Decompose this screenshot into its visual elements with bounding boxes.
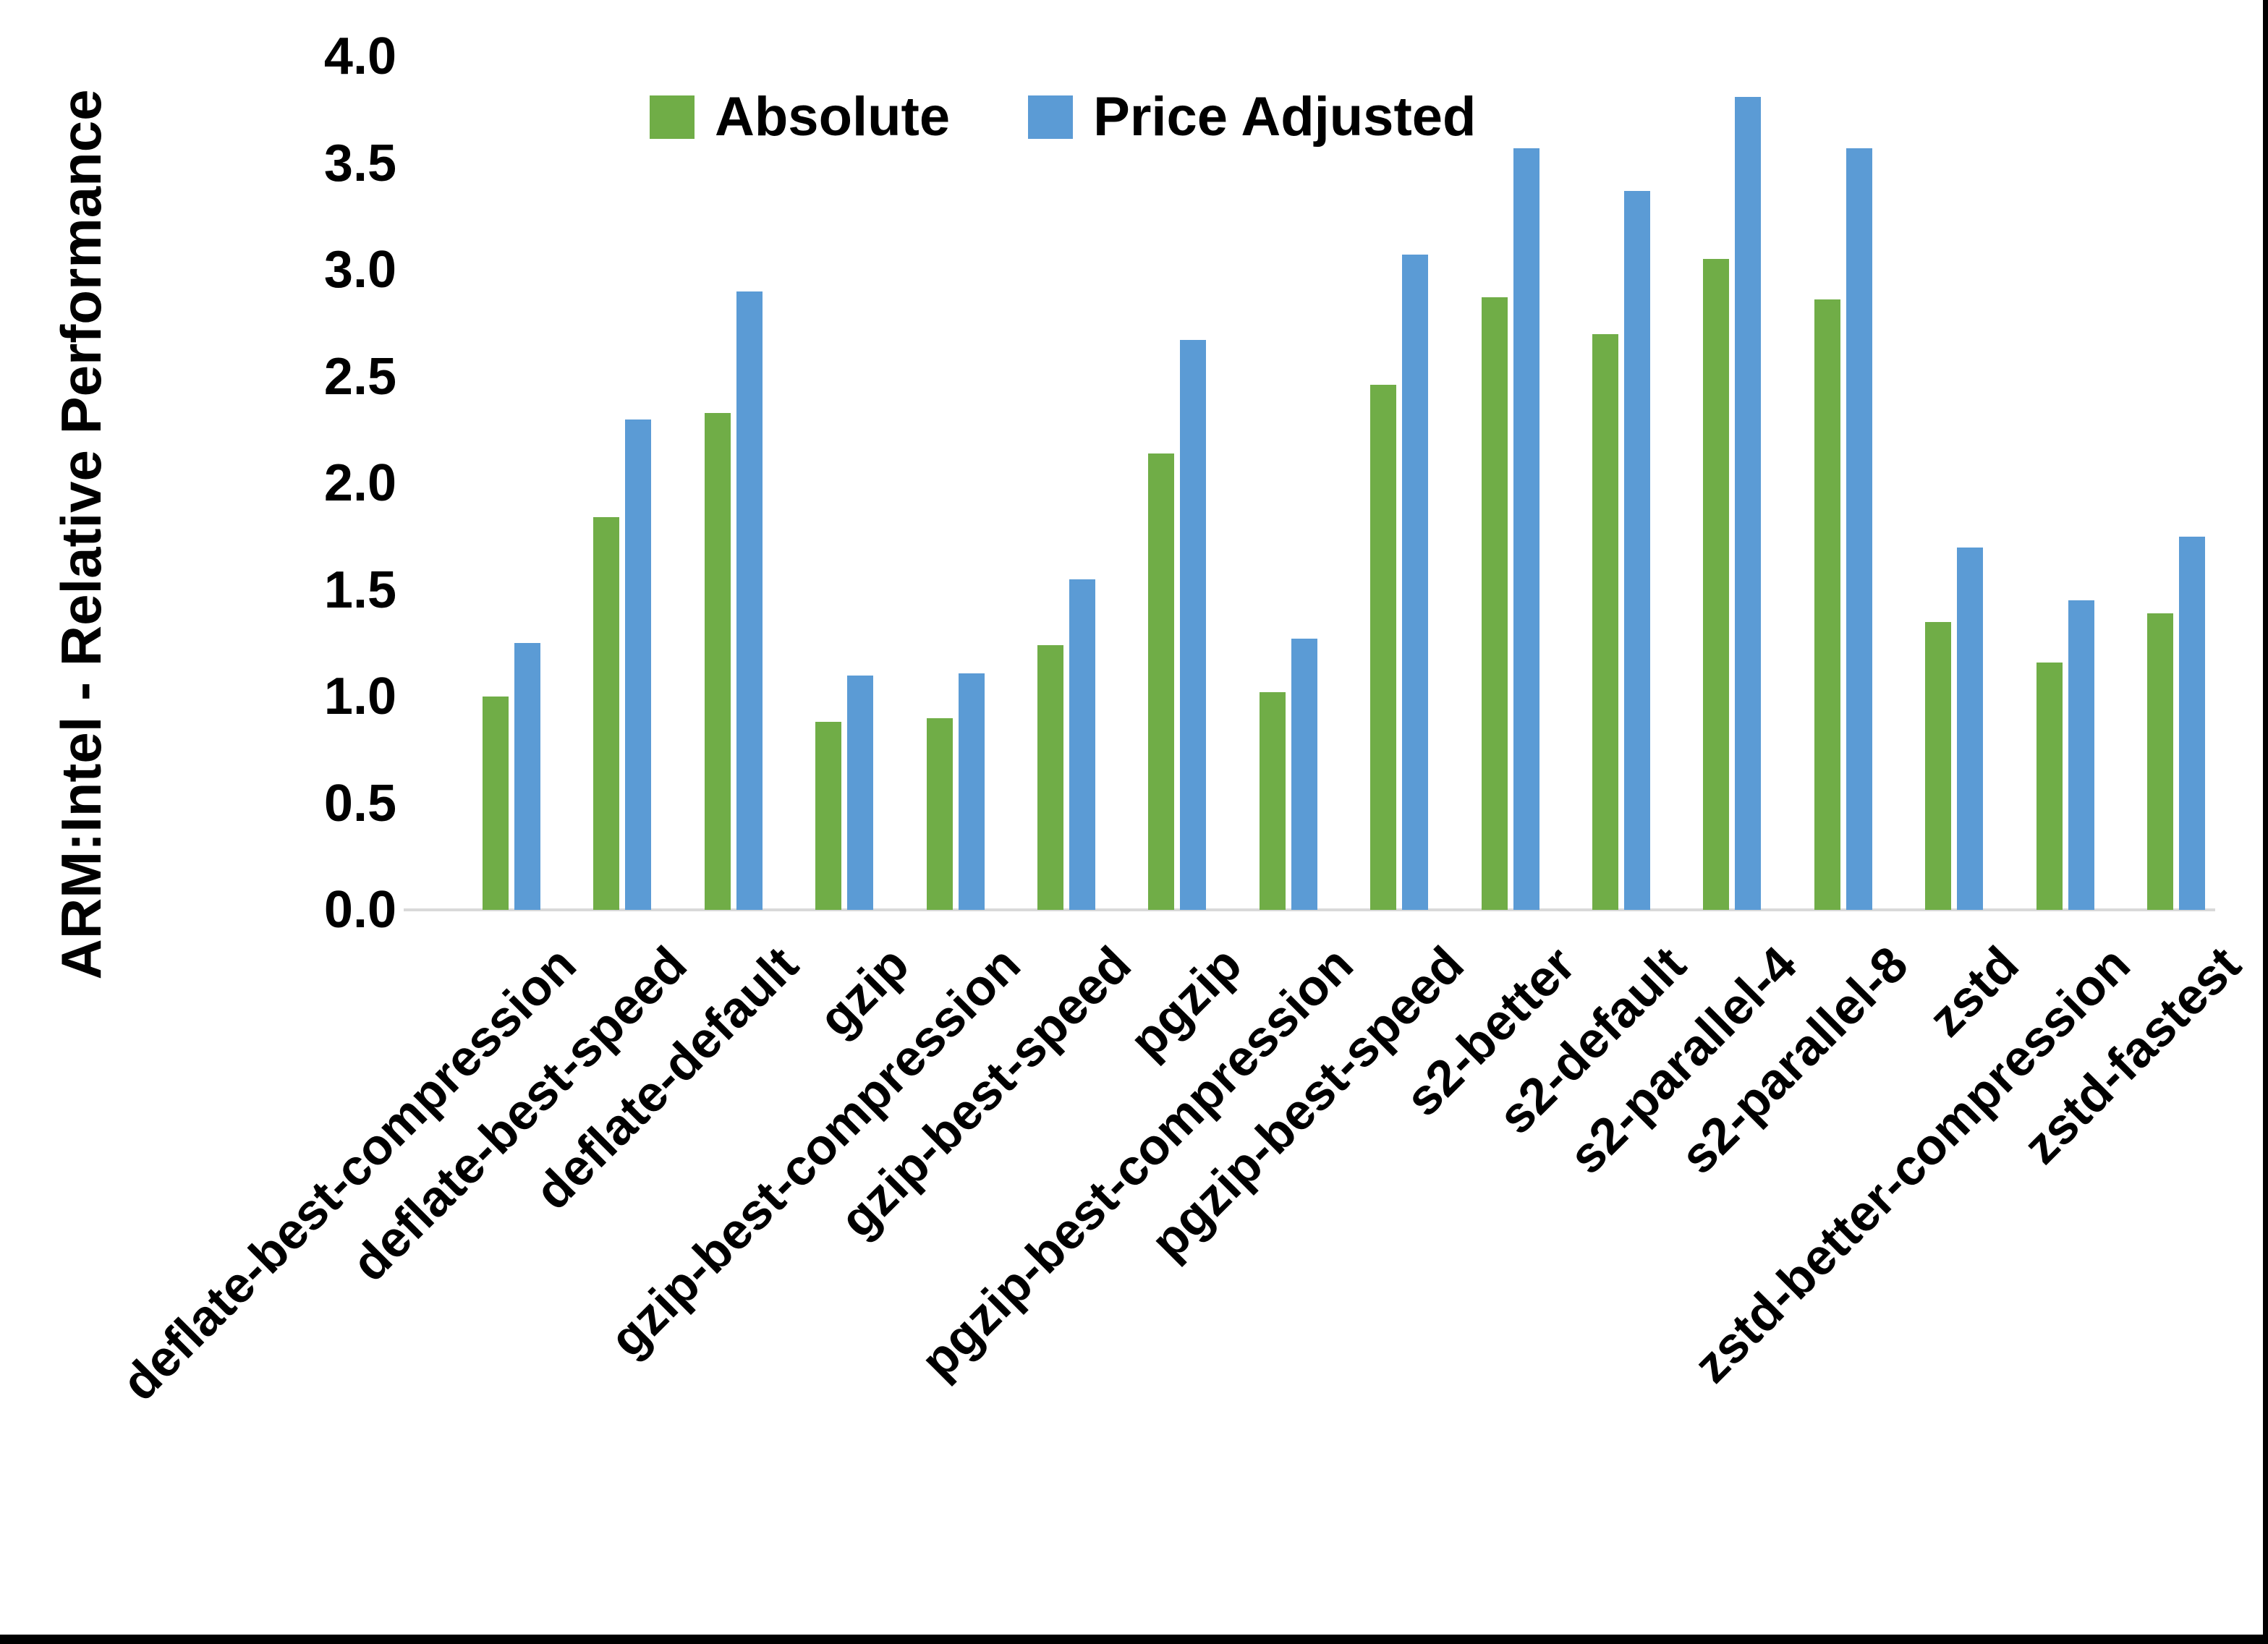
legend-swatch-absolute — [650, 95, 695, 139]
bar-price-adjusted-gzip-best-compression — [958, 673, 985, 910]
screenshot-right-border — [2263, 0, 2268, 1644]
bar-absolute-pgzip-best-compression — [1259, 692, 1286, 910]
bar-price-adjusted-s2-better — [1513, 148, 1539, 910]
x-axis-line — [404, 908, 2215, 911]
bar-absolute-s2-parallel-8 — [1814, 299, 1840, 910]
legend-label-price-adjusted: Price Adjusted — [1093, 86, 1477, 148]
bar-price-adjusted-deflate-best-speed — [625, 419, 652, 910]
bar-price-adjusted-zstd — [1957, 547, 1984, 910]
bar-price-adjusted-pgzip-best-compression — [1291, 639, 1317, 910]
legend-swatch-price-adjusted — [1028, 95, 1074, 139]
bar-price-adjusted-pgzip — [1180, 340, 1207, 910]
bar-absolute-pgzip — [1148, 453, 1175, 910]
bar-price-adjusted-deflate-best-compression — [514, 643, 540, 910]
bar-absolute-zstd — [1925, 621, 1952, 910]
legend-item-absolute: Absolute — [650, 85, 950, 148]
bar-absolute-zstd-fastest — [2147, 613, 2173, 910]
bar-price-adjusted-pgzip-best-speed — [1402, 255, 1429, 910]
y-tick-label-0.0: 0.0 — [323, 881, 396, 939]
bar-absolute-s2-better — [1481, 297, 1508, 910]
y-tick-label-2.5: 2.5 — [323, 347, 396, 406]
y-axis-title: ARM:Intel - Relative Performance — [49, 89, 113, 980]
y-tick-label-4.0: 4.0 — [323, 27, 396, 85]
bar-price-adjusted-s2-parallel-8 — [1846, 148, 1872, 910]
y-tick-label-1.5: 1.5 — [323, 561, 396, 619]
y-tick-label-3.5: 3.5 — [323, 134, 396, 192]
legend: Absolute Price Adjusted — [650, 85, 1476, 148]
bar-absolute-gzip-best-speed — [1037, 645, 1063, 910]
bar-price-adjusted-deflate-default — [736, 291, 763, 910]
bar-price-adjusted-gzip — [847, 675, 874, 910]
legend-label-absolute: Absolute — [715, 86, 951, 148]
bar-absolute-gzip-best-compression — [926, 717, 953, 910]
bar-absolute-s2-default — [1592, 333, 1618, 910]
y-tick-label-1.0: 1.0 — [323, 668, 396, 725]
bar-absolute-deflate-best-speed — [593, 517, 620, 910]
bar-absolute-pgzip-best-speed — [1370, 385, 1397, 910]
bar-absolute-deflate-best-compression — [483, 697, 509, 910]
bar-price-adjusted-zstd-better-compression — [2068, 600, 2094, 910]
bar-price-adjusted-s2-parallel-4 — [1735, 97, 1762, 910]
y-tick-label-3.0: 3.0 — [323, 241, 396, 299]
bar-price-adjusted-zstd-fastest — [2179, 536, 2205, 910]
legend-item-price-adjusted: Price Adjusted — [1028, 85, 1476, 148]
y-tick-label-0.5: 0.5 — [323, 774, 396, 832]
bar-absolute-s2-parallel-4 — [1703, 259, 1730, 910]
bar-price-adjusted-gzip-best-speed — [1069, 579, 1095, 910]
bar-absolute-deflate-default — [704, 412, 731, 910]
bar-absolute-zstd-better-compression — [2036, 662, 2063, 910]
bar-absolute-gzip — [815, 722, 842, 910]
y-tick-label-2.0: 2.0 — [323, 454, 396, 512]
screenshot-bottom-border — [0, 1635, 2268, 1644]
bar-price-adjusted-s2-default — [1624, 190, 1650, 910]
